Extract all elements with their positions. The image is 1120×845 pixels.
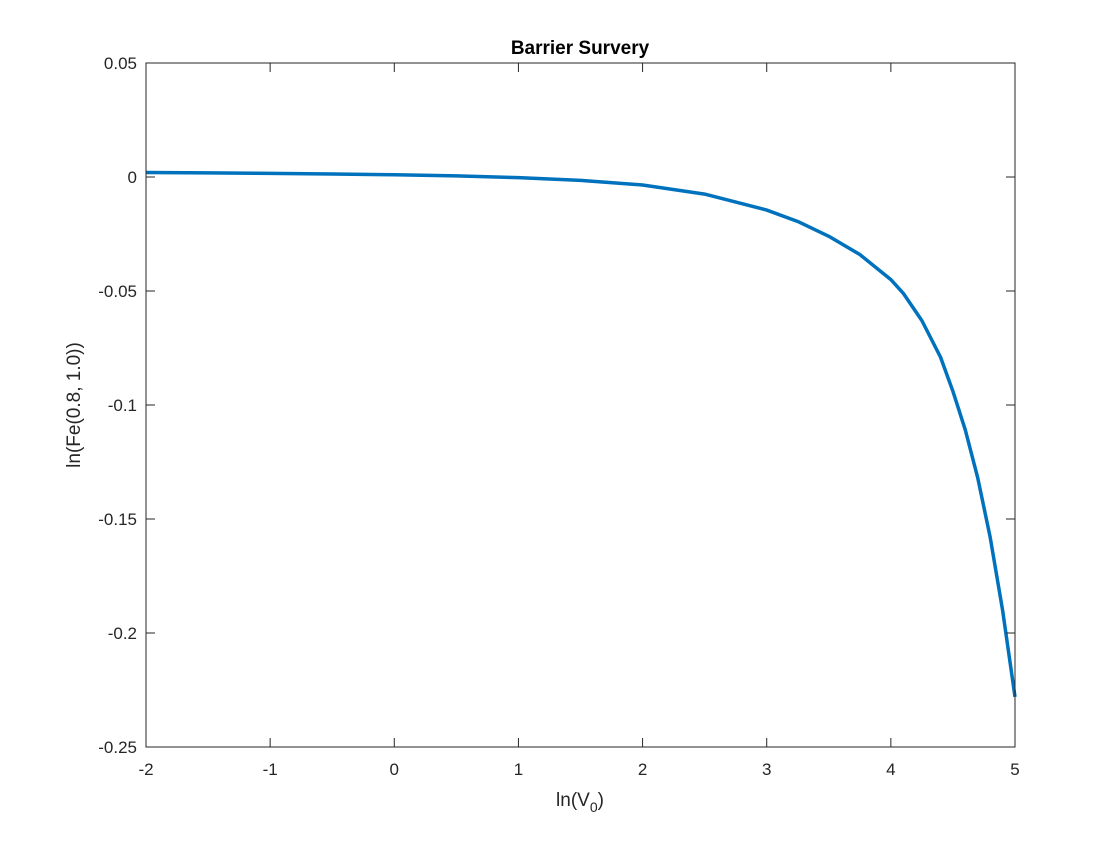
x-tick-label: -1 [263,760,278,779]
series-line [145,170,1017,698]
y-tick-label: -0.2 [108,624,137,643]
y-axis-label: ln(Fe(0.8, 1.0)) [64,342,85,468]
x-tick-label: 1 [514,760,523,779]
chart-title: Barrier Survery [511,38,650,59]
x-tick-label: 0 [390,760,399,779]
y-tick-label: -0.15 [98,510,137,529]
x-axis-label: ln(V0) [556,790,604,815]
y-tick-label: -0.1 [108,396,137,415]
tick-layer: -2 -1 0 1 2 3 4 5 0.05 0 -0.05 -0.1 -0.15 -0.2 -0.25 [98,54,1019,779]
y-tick-label: 0 [128,168,137,187]
y-tick-label: -0.25 [98,738,137,757]
x-axis-label-suffix: ) [598,790,604,811]
x-tick-label: -2 [138,760,153,779]
plot-background [146,63,1015,747]
x-axis-label-main: ln(V [556,790,590,811]
x-tick-label: 3 [762,760,771,779]
x-axis-label-subscript: 0 [590,799,598,815]
y-tick-label: -0.05 [98,282,137,301]
x-tick-label: 2 [638,760,647,779]
y-tick-label: 0.05 [104,54,137,73]
x-tick-label: 4 [886,760,895,779]
series-layer [145,170,1017,698]
x-tick-label: 5 [1010,760,1019,779]
